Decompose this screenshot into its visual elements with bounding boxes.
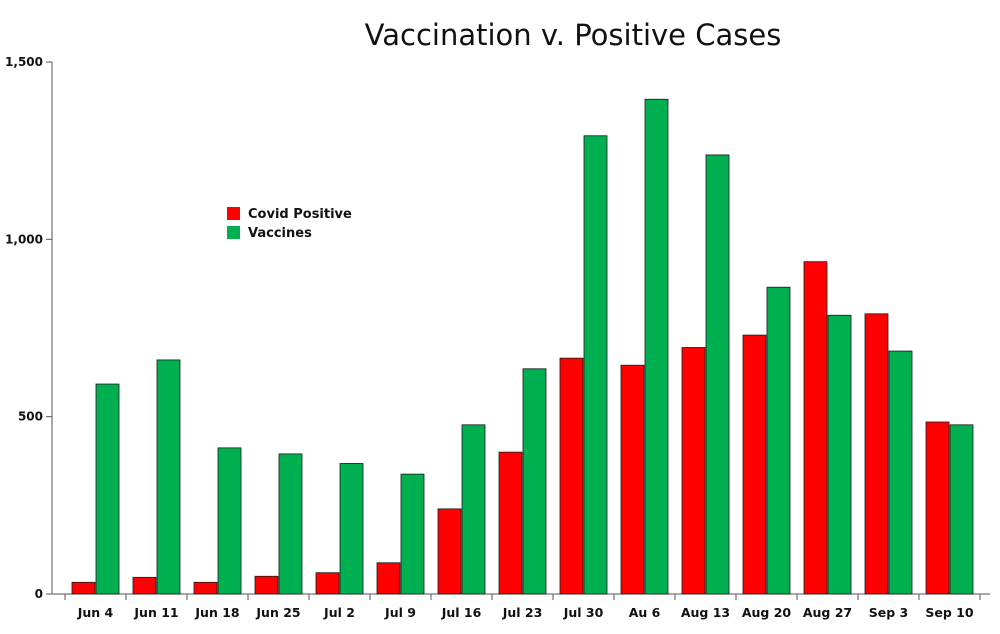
legend-swatch-covid-positive [227,207,240,220]
y-axis-ticks: 0 500 1,000 1,500 [5,55,52,601]
bar-vaccines [217,447,242,595]
x-tick-label: Au 6 [629,605,661,620]
y-tick-label: 1,000 [5,232,43,246]
y-tick-label: 500 [18,410,43,424]
legend-label: Vaccines [248,226,312,241]
x-tick-label: Jul 16 [441,605,482,620]
bar-vaccines [278,453,303,595]
bar-vaccines [95,383,120,595]
bar-vaccines [827,314,852,595]
x-tick-label: Aug 13 [681,605,730,620]
bar-vaccines [949,424,974,595]
x-tick-label: Jul 9 [384,605,416,620]
x-tick-label: Jun 18 [194,605,239,620]
bar-covid-positive [803,261,828,595]
bar-vaccines [705,154,730,595]
bar-vaccines [583,135,608,595]
bar-vaccines [156,359,181,595]
legend: Covid Positive Vaccines [227,207,352,241]
bar-covid-positive [254,575,279,595]
legend-label: Covid Positive [248,207,352,222]
x-tick-label: Aug 27 [803,605,852,620]
x-tick-label: Jul 23 [502,605,543,620]
x-tick-label: Sep 3 [869,605,908,620]
bar-covid-positive [437,508,462,595]
x-tick-label: Jul 2 [323,605,355,620]
bar-covid-positive [498,451,523,595]
bar-vaccines [400,473,425,595]
bar-covid-positive [315,572,340,595]
bars [71,98,974,595]
bar-covid-positive [681,347,706,595]
legend-swatch-vaccines [227,226,240,239]
bar-covid-positive [193,581,218,595]
bar-covid-positive [132,576,157,595]
x-tick-label: Jun 4 [77,605,114,620]
bar-vaccines [339,463,364,595]
y-tick-label: 0 [35,587,43,601]
bar-covid-positive [864,313,889,595]
bar-vaccines [766,286,791,595]
y-tick-label: 1,500 [5,55,43,69]
x-tick-label: Jun 11 [133,605,178,620]
bar-covid-positive [620,364,645,595]
bar-vaccines [888,350,913,595]
bar-covid-positive [559,357,584,595]
bar-covid-positive [71,581,96,595]
bar-covid-positive [925,421,950,595]
x-tick-label: Jul 30 [563,605,604,620]
x-tick-label: Aug 20 [742,605,792,620]
chart-title: Vaccination v. Positive Cases [365,18,782,52]
bar-covid-positive [376,562,401,595]
x-tick-label: Sep 10 [925,605,973,620]
x-tick-label: Jun 25 [255,605,300,620]
bar-covid-positive [742,334,767,595]
x-axis-ticks: Jun 4 Jun 11 Jun 18 Jun 25 Jul 2 Jul 9 Jul 16 J… [64,594,981,620]
bar-vaccines [461,424,486,595]
bar-vaccines [522,368,547,595]
bar-vaccines [644,98,669,595]
